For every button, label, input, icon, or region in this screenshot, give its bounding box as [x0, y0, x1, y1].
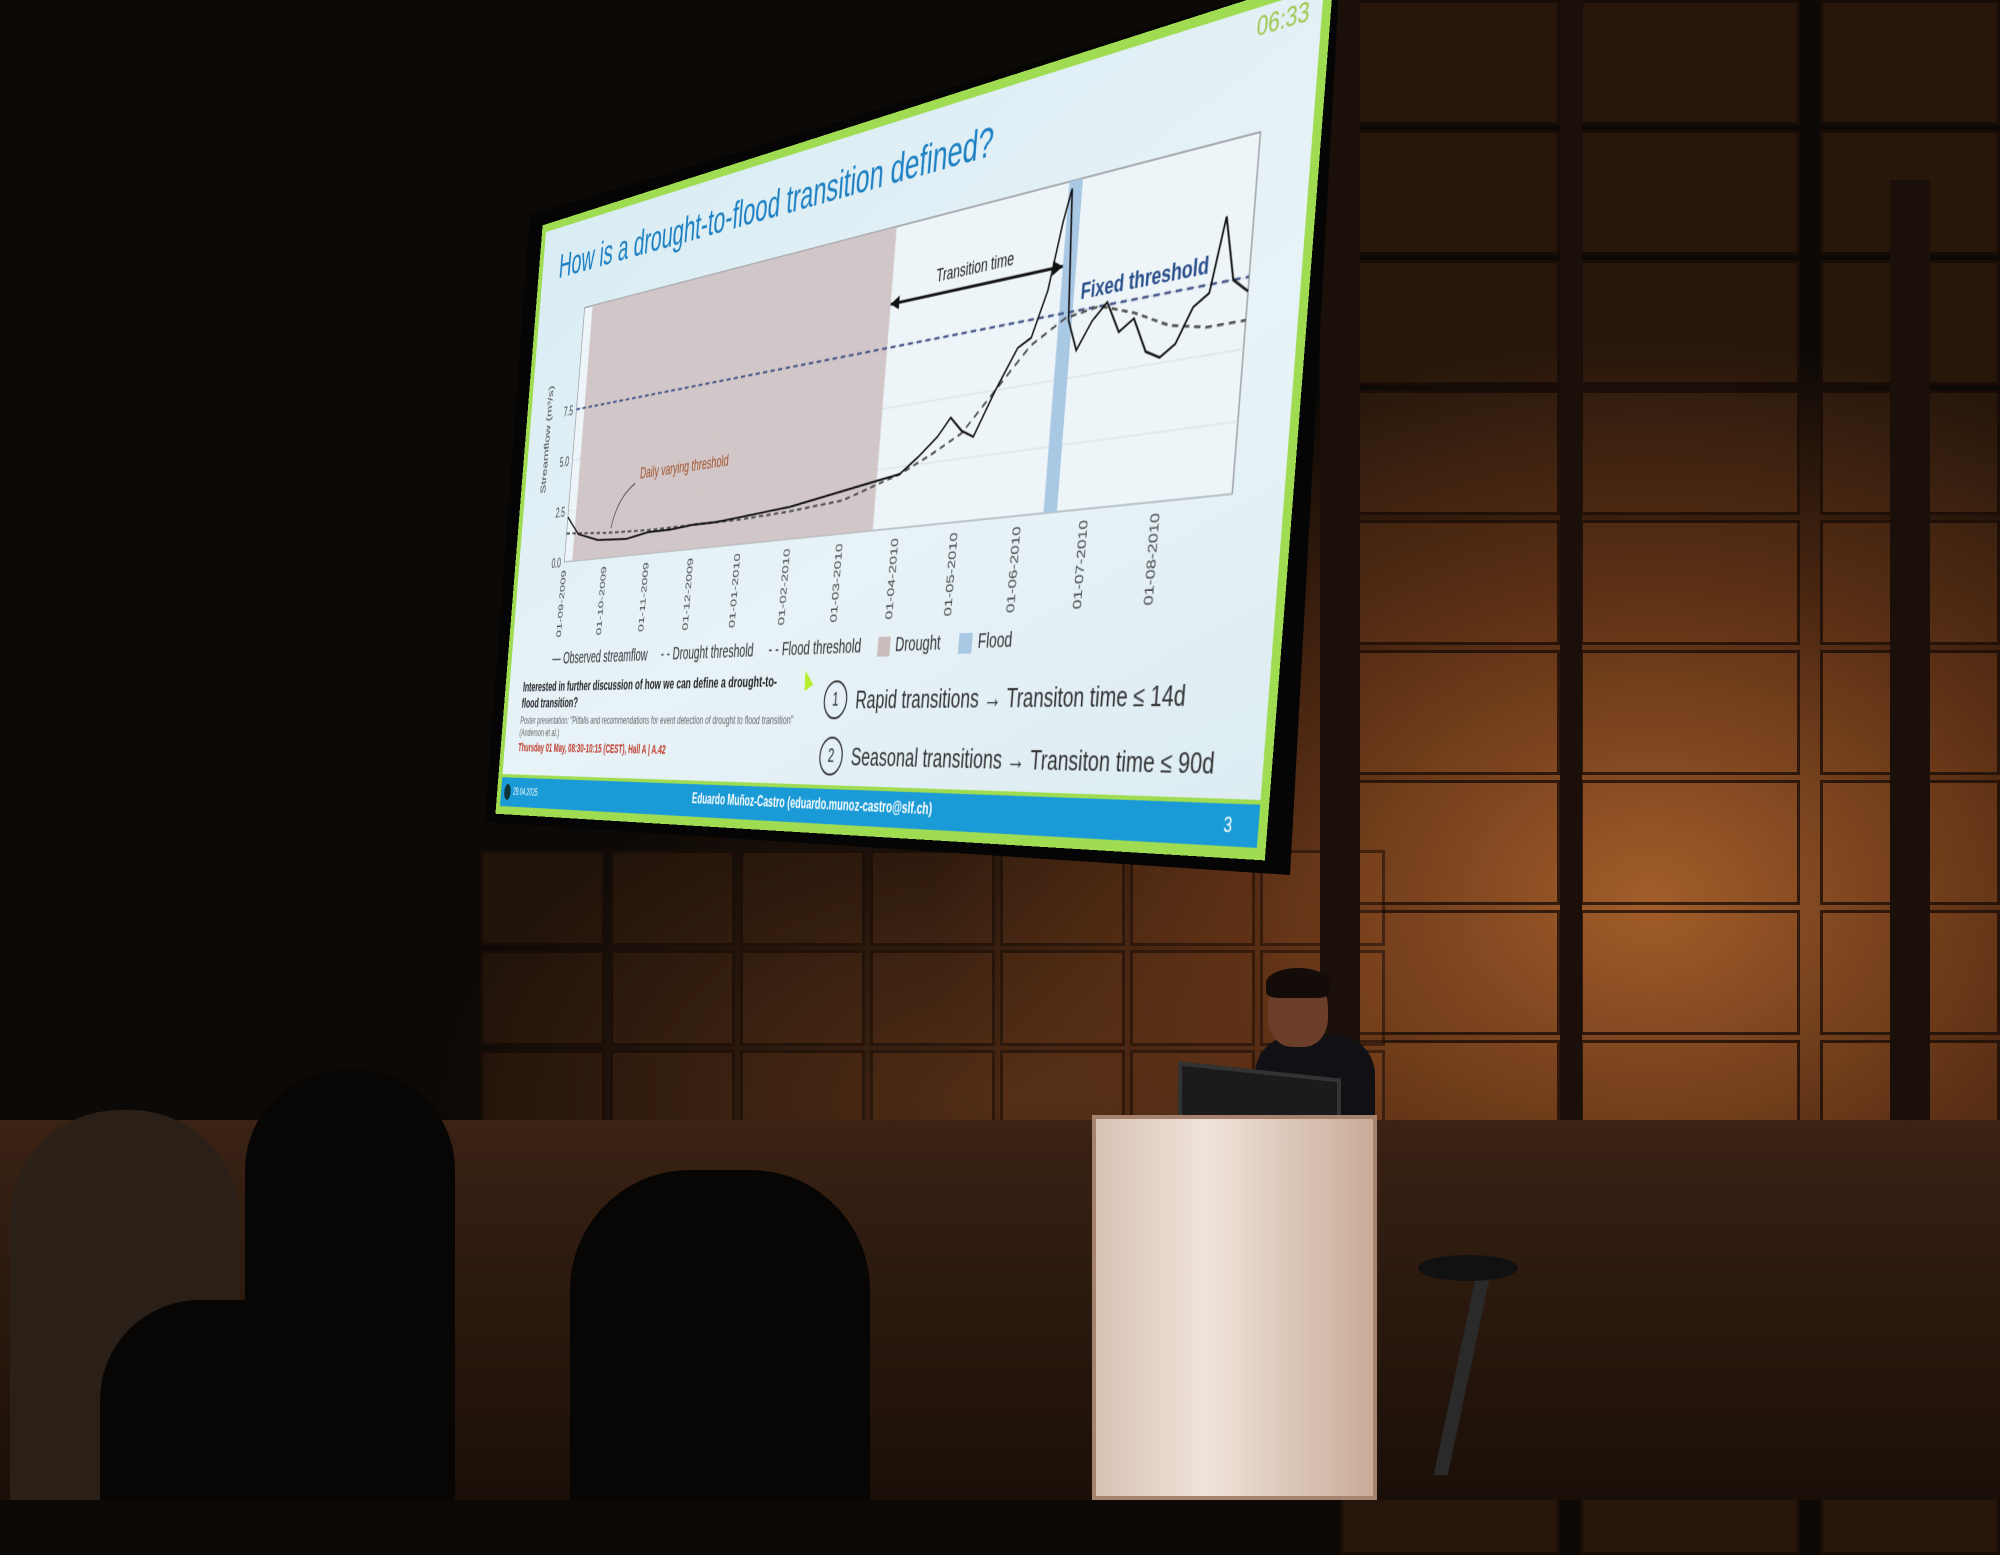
wall-panel	[1580, 390, 1800, 515]
x-tick-label: 01-12-2009	[681, 557, 696, 630]
wall-panel	[1130, 950, 1255, 1046]
x-tick-label: 01-03-2010	[829, 542, 846, 623]
wall-panel	[740, 850, 865, 946]
x-tick-label: 01-10-2009	[595, 566, 609, 636]
legend-flood-threshold: - - Flood threshold	[767, 635, 862, 661]
y-axis-label: Streamflow (m³/s)	[540, 385, 556, 494]
wall-panel	[1000, 950, 1125, 1046]
x-tick-label: 01-05-2010	[942, 531, 961, 617]
audience-member	[100, 1300, 360, 1500]
footer-date: 29.04.2025	[512, 785, 539, 799]
wall-panel	[870, 850, 995, 946]
x-tick-label: 01-11-2009	[637, 562, 651, 632]
wall-panel	[1340, 390, 1560, 515]
presentation-slide: How is a drought-to-flood transition def…	[499, 0, 1324, 848]
legend-observed: — Observed streamflow	[551, 645, 649, 669]
institution-logo-icon	[503, 783, 512, 801]
speaker-hair	[1266, 968, 1330, 998]
y-tick-label: 7.5	[563, 404, 574, 421]
wall-panel	[740, 950, 865, 1046]
x-tick-label: 01-09-2009	[555, 570, 568, 638]
x-tick-label: 01-07-2010	[1071, 518, 1092, 609]
legend-flood: Flood	[958, 628, 1013, 655]
wall-panel	[1340, 780, 1560, 905]
wall-panel	[1000, 850, 1125, 946]
x-tick-label: 01-01-2010	[728, 552, 743, 628]
wall-panel	[1340, 0, 1560, 125]
wall-panel	[1580, 260, 1800, 385]
timer: 06:33	[1255, 0, 1311, 44]
wall-panel	[480, 950, 605, 1046]
wall-panel	[1580, 130, 1800, 255]
wall-panel	[610, 850, 735, 946]
podium	[1092, 1115, 1377, 1500]
item-seasonal: 2 Seasonal transitions → Transiton time ≤…	[817, 736, 1217, 787]
discussion-question: Interested in further discussion of how …	[521, 672, 778, 712]
wall-panel	[610, 950, 735, 1046]
poster-schedule: Thursday 01 May, 08:30-10:15 (CEST), Hal…	[517, 740, 667, 757]
wall-panel	[1820, 0, 2000, 125]
legend-drought: Drought	[877, 631, 941, 658]
drought-shading	[572, 226, 897, 562]
y-tick-label: 5.0	[559, 455, 570, 471]
wall-panel	[1580, 0, 1800, 125]
wall-panel	[1340, 130, 1560, 255]
x-tick-label: 01-06-2010	[1005, 525, 1025, 614]
wall-panel	[1340, 520, 1560, 645]
x-tick-label: 01-02-2010	[777, 547, 793, 625]
y-tick-label: 0.0	[551, 556, 562, 572]
wall-panel	[870, 950, 995, 1046]
item-rapid: 1 Rapid transitions → Transiton time ≤ 14…	[822, 672, 1221, 720]
mouse-cursor-icon	[801, 667, 814, 692]
poster-reference: Poster presentation: "Pitfalls and recom…	[518, 712, 794, 739]
bar-stool	[1418, 1255, 1518, 1281]
discussion-box: Interested in further discussion of how …	[518, 672, 800, 760]
wall-panel	[480, 850, 605, 946]
wall-panel	[1580, 780, 1800, 905]
audience-member	[570, 1170, 870, 1500]
wall-panel	[1340, 260, 1560, 385]
legend-drought-threshold: - - Drought threshold	[660, 640, 755, 665]
wall-panel	[1580, 910, 1800, 1035]
x-tick-label: 01-08-2010	[1142, 511, 1164, 606]
wall-panel	[1580, 520, 1800, 645]
y-tick-label: 2.5	[555, 506, 566, 522]
page-number: 3	[1222, 812, 1234, 837]
x-tick-label: 01-04-2010	[884, 537, 902, 620]
wall-panel	[1580, 650, 1800, 775]
wall-panel	[1340, 650, 1560, 775]
wall-panel	[1340, 910, 1560, 1035]
